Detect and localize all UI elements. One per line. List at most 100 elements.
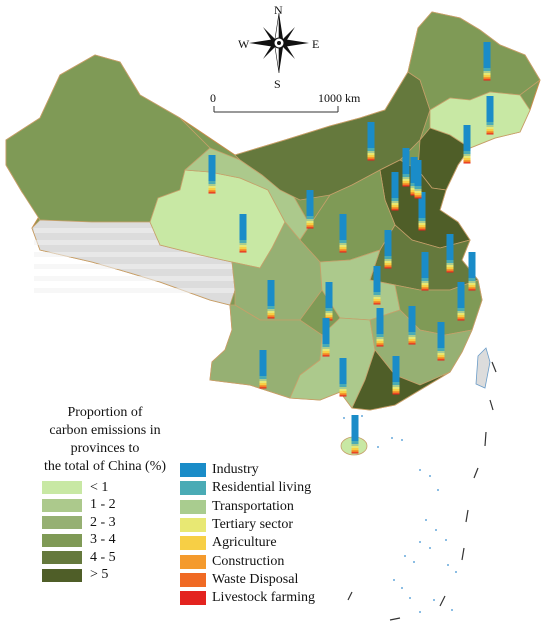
bar-segment [373,292,381,295]
bar-segment [414,186,422,189]
bar-segment [468,287,476,289]
legend-sector-item: Livestock farming [180,589,315,607]
bar-segment [463,151,471,154]
bar-segment [486,132,494,134]
legend-range-label: 2 - 3 [90,514,116,530]
legend-range-swatch [42,551,82,565]
province-stacked-bar [325,282,333,321]
bar-segment [418,218,426,221]
nine-dash-line [347,361,497,621]
compass-south-label: S [274,77,281,91]
bar-segment [322,351,330,353]
bar-segment [391,198,399,201]
province-stacked-bar [306,190,314,229]
legend-range-label: 1 - 2 [90,497,116,513]
bar-segment [351,444,359,446]
province-stacked-bar [351,415,359,454]
legend-range-label: < 1 [90,479,109,495]
bar-segment [306,219,314,221]
province-stacked-bar [418,192,426,231]
legend-sector-swatch [180,591,206,606]
bar-segment [463,161,471,163]
bar-segment [457,315,465,317]
bar-segment [367,122,375,148]
bar-segment [402,148,410,174]
bar-segment [384,259,392,261]
bar-segment [457,318,465,320]
bar-segment [259,383,267,385]
bar-segment [339,391,347,393]
bar-segment [259,385,267,387]
bar-segment [339,214,347,240]
province-stacked-bar [446,234,454,273]
bar-segment [446,263,454,265]
legend-range-swatch [42,498,82,512]
province-stacked-bar [457,282,465,321]
bar-segment [414,195,422,197]
legend-sector-label: Residential living [212,480,312,496]
bar-segment [373,266,381,292]
bar-segment [457,308,465,311]
bar-segment [376,345,384,347]
province-stacked-bar [322,318,330,357]
bar-segment [410,188,418,190]
legend-sector-swatch [180,536,206,551]
bar-segment [325,315,333,317]
bar-segment [463,154,471,156]
bar-segment [414,191,422,193]
bar-segment [486,122,494,125]
bar-segment [306,223,314,225]
bar-segment [437,348,445,351]
bar-segment [457,319,465,321]
bar-segment [446,271,454,273]
bar-segment [239,247,247,249]
legend-range-label: 4 - 5 [90,549,116,565]
bar-segment [421,288,429,290]
bar-segment [437,357,445,359]
bar-segment [483,77,491,79]
bar-segment [306,190,314,216]
bar-segment [408,335,416,337]
legend-range-swatch [42,516,82,530]
bar-segment [339,250,347,252]
bar-segment [376,308,384,334]
bar-segment [239,245,247,247]
legend-sector-label: Agriculture [212,535,277,551]
region-inner-mongolia [234,71,431,201]
bar-segment [384,267,392,269]
bar-segment [421,287,429,289]
province-stacked-bar [486,96,494,135]
bar-segment [367,155,375,157]
bar-segment [322,354,330,356]
bar-segment [486,96,494,122]
bar-segment [446,234,454,260]
legend-range-swatch [42,481,82,495]
bar-segment [367,159,375,161]
bar-segment [402,185,410,187]
bar-segment [384,266,392,268]
province-stacked-bar [259,350,267,389]
bar-segment [373,299,381,301]
scale-end-label: 1000 km [318,91,361,105]
bar-segment [239,249,247,251]
bar-segment [392,387,400,389]
bar-segment [408,342,416,344]
bar-segment [376,341,384,343]
legend-sector-item: Industry [180,461,315,479]
bar-segment [306,227,314,229]
compass-west-label: W [238,37,250,51]
bar-segment [367,157,375,159]
bar-segment [339,384,347,387]
bar-segment [339,389,347,391]
bar-segment [437,353,445,355]
bar-segment [437,322,445,348]
bar-segment [391,209,399,211]
bar-segment [402,183,410,185]
compass-north-label: N [274,3,283,17]
bar-segment [259,387,267,389]
bar-segment [408,343,416,345]
bar-segment [483,73,491,75]
bar-segment [392,385,400,387]
bar-segment [339,249,347,251]
bar-segment [339,393,347,395]
